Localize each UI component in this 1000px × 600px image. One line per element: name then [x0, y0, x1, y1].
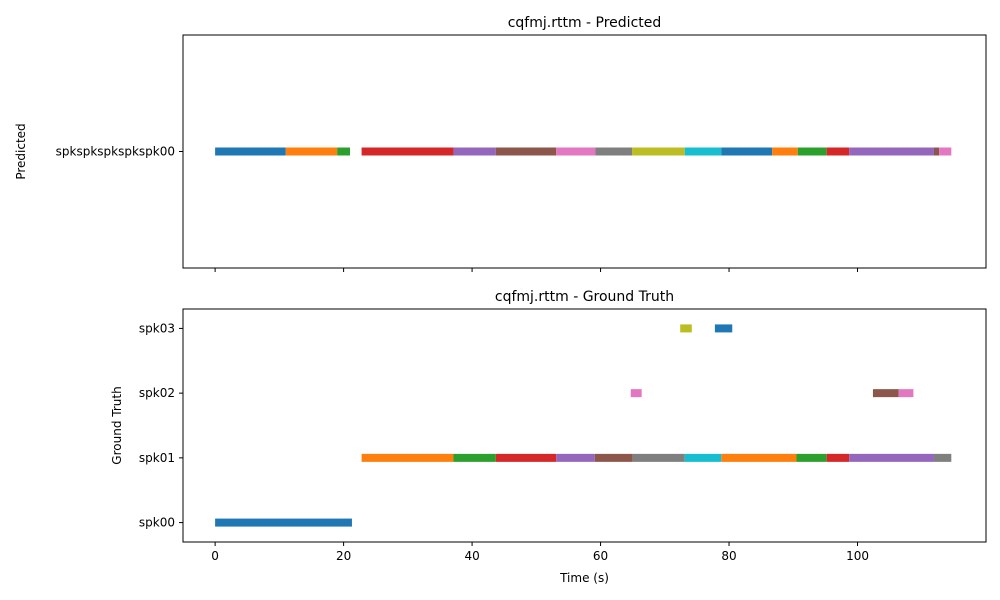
segment-bar [714, 324, 733, 333]
segment-bar [285, 147, 338, 156]
x-tick-label: 60 [593, 549, 608, 563]
segment-bar [361, 147, 454, 156]
segment-bar [826, 147, 850, 156]
y-tick-label: spk01 [139, 451, 175, 465]
segment-bar [849, 147, 934, 156]
segment-bar [796, 453, 827, 462]
segment-bar [872, 389, 899, 398]
x-axis-label: Time (s) [559, 571, 609, 585]
segment-bar [215, 518, 352, 527]
segment-bar [594, 453, 633, 462]
segment-bar [495, 453, 557, 462]
segment-bar [933, 147, 940, 156]
segment-bar [632, 453, 685, 462]
segment-bar [826, 453, 850, 462]
chart-title: cqfmj.rttm - Ground Truth [495, 289, 674, 305]
segment-bar [453, 147, 496, 156]
x-tick-label: 40 [464, 549, 479, 563]
y-tick-label: spkspkspkspkspk00 [56, 145, 175, 159]
segment-bar [721, 147, 773, 156]
x-tick-label: 100 [846, 549, 869, 563]
segment-bar [556, 453, 595, 462]
plot-frame [182, 308, 987, 543]
segment-bar [495, 147, 557, 156]
segment-bar [215, 147, 286, 156]
x-tick-label: 20 [336, 549, 351, 563]
segment-bar [556, 147, 596, 156]
segment-bar [453, 453, 496, 462]
segment-bar [772, 147, 798, 156]
segment-bar [898, 389, 914, 398]
segment-bar [632, 147, 685, 156]
x-tick-label: 80 [721, 549, 736, 563]
segment-bar [361, 453, 454, 462]
x-tick-label: 0 [211, 549, 219, 563]
segment-bar [939, 147, 952, 156]
y-tick-label: spk02 [139, 386, 175, 400]
y-axis-label: Predicted [14, 123, 28, 179]
segment-bar [680, 324, 692, 333]
segment-bar [684, 453, 722, 462]
y-axis-label: Ground Truth [110, 386, 124, 464]
segment-bar [595, 147, 633, 156]
segment-bar [797, 147, 827, 156]
segment-bar [849, 453, 934, 462]
segment-bar [630, 389, 642, 398]
segment-bar [337, 147, 351, 156]
segment-bar [684, 147, 722, 156]
chart-title: cqfmj.rttm - Predicted [508, 15, 662, 31]
segment-bar [933, 453, 952, 462]
y-tick-label: spk03 [139, 321, 175, 335]
y-tick-label: spk00 [139, 516, 175, 530]
segment-bar [721, 453, 797, 462]
